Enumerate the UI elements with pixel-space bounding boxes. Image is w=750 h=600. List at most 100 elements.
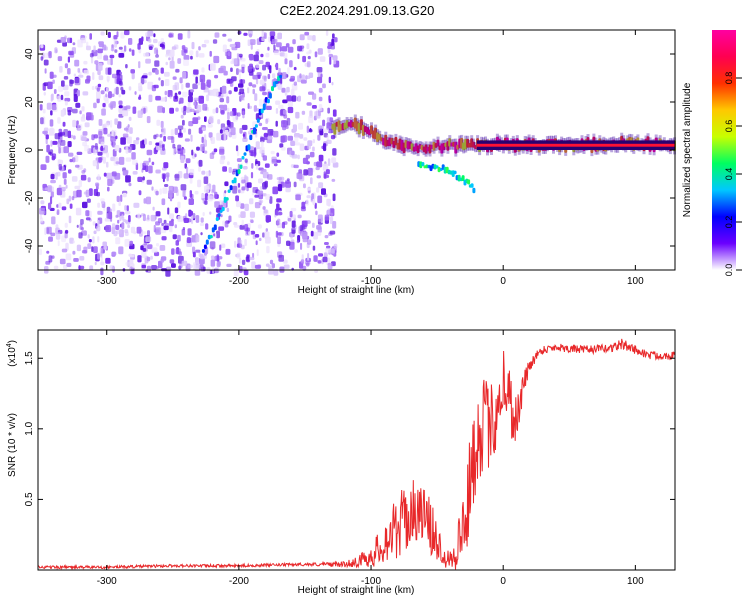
noise-cell: [199, 222, 205, 226]
noise-cell: [259, 79, 265, 85]
noise-cell: [255, 76, 259, 85]
noise-cell: [85, 189, 90, 198]
noise-cell: [202, 103, 208, 111]
noise-cell: [239, 127, 243, 134]
noise-cell: [68, 152, 74, 157]
noise-cell: [66, 262, 72, 267]
noise-cell: [187, 95, 193, 103]
noise-cell: [174, 128, 178, 135]
noise-cell: [97, 83, 102, 88]
noise-cell: [103, 95, 109, 101]
noise-cell: [138, 61, 141, 69]
noise-cell: [204, 193, 209, 201]
feature-halo: [382, 134, 386, 149]
noise-cell: [305, 220, 311, 224]
noise-cell: [151, 161, 155, 166]
noise-cell: [300, 259, 305, 264]
noise-cell: [66, 198, 70, 205]
noise-cell: [75, 207, 82, 216]
noise-cell: [325, 30, 329, 36]
noise-cell: [175, 240, 179, 246]
noise-cell: [86, 198, 91, 203]
noise-cell: [76, 244, 81, 252]
noise-cell: [317, 214, 323, 222]
noise-cell: [193, 101, 197, 106]
noise-cell: [297, 95, 301, 102]
noise-cell: [180, 114, 184, 119]
noise-cell: [153, 33, 156, 38]
noise-cell: [186, 166, 189, 175]
noise-cell: [56, 211, 59, 215]
noise-cell: [289, 241, 295, 250]
noise-cell: [78, 232, 83, 239]
noise-cell: [309, 128, 312, 132]
noise-cell: [238, 189, 241, 194]
noise-cell: [243, 269, 249, 276]
noise-cell: [167, 90, 173, 98]
noise-cell: [96, 87, 100, 92]
noise-cell: [80, 37, 87, 44]
noise-cell: [224, 190, 227, 194]
noise-cell: [137, 213, 141, 220]
noise-cell: [307, 239, 312, 245]
noise-cell: [281, 147, 286, 151]
noise-cell: [327, 45, 332, 49]
noise-cell: [177, 125, 184, 130]
noise-cell: [89, 265, 94, 271]
noise-cell: [201, 127, 206, 131]
noise-cell: [264, 180, 268, 188]
noise-cell: [115, 214, 119, 218]
noise-cell: [159, 188, 162, 195]
noise-cell: [216, 132, 222, 141]
noise-cell: [172, 186, 178, 193]
noise-cell: [62, 172, 67, 179]
feature-halo: [376, 129, 380, 146]
noise-cell: [209, 241, 216, 249]
noise-cell: [92, 236, 95, 244]
noise-cell: [198, 46, 201, 51]
noise-cell: [42, 108, 46, 114]
noise-cell: [75, 102, 81, 108]
noise-cell: [148, 71, 152, 76]
noise-cell: [150, 214, 156, 222]
noise-cell: [244, 224, 249, 232]
noise-cell: [246, 254, 249, 259]
noise-cell: [285, 181, 291, 188]
noise-cell: [88, 188, 93, 196]
noise-cell: [287, 135, 293, 141]
noise-cell: [161, 236, 167, 241]
noise-cell: [148, 94, 153, 103]
feature-cell: [461, 175, 465, 182]
noise-cell: [281, 87, 286, 93]
noise-cell: [222, 33, 227, 37]
noise-cell: [84, 145, 90, 152]
noise-cell: [39, 104, 43, 111]
noise-cell: [258, 99, 263, 107]
feature-halo: [406, 138, 410, 153]
noise-cell: [55, 232, 61, 240]
noise-cell: [260, 53, 264, 58]
noise-cell: [129, 240, 133, 246]
noise-cell: [183, 55, 190, 60]
noise-cell: [191, 216, 194, 224]
noise-cell: [237, 30, 242, 35]
noise-cell: [97, 53, 102, 60]
noise-cell: [317, 48, 323, 55]
noise-cell: [82, 91, 89, 96]
noise-cell: [57, 56, 63, 62]
noise-cell: [227, 112, 230, 120]
noise-cell: [172, 234, 177, 240]
noise-cell: [315, 210, 318, 216]
noise-cell: [121, 222, 125, 230]
feature-cell: [221, 206, 225, 212]
noise-cell: [177, 33, 183, 40]
noise-cell: [332, 109, 337, 117]
noise-cell: [318, 109, 321, 117]
noise-cell: [303, 137, 308, 141]
noise-cell: [82, 131, 88, 136]
noise-cell: [54, 47, 58, 54]
noise-cell: [326, 198, 331, 206]
noise-cell: [140, 140, 146, 149]
noise-cell: [307, 144, 311, 150]
noise-cell: [125, 157, 132, 162]
